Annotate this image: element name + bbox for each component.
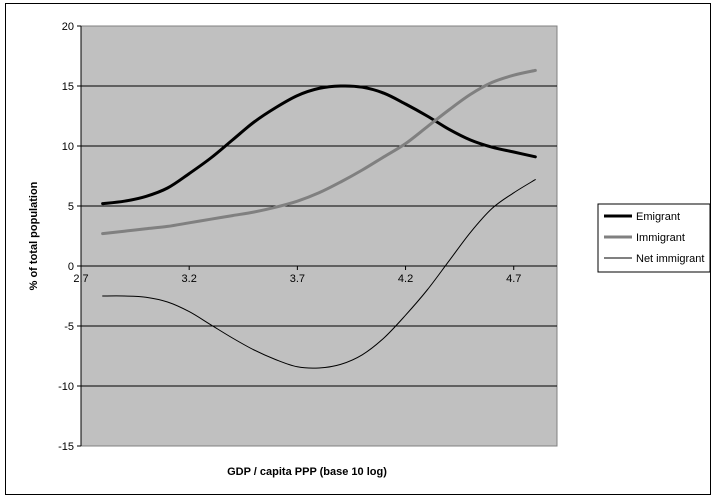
y-tick-label: -15 <box>58 441 74 453</box>
legend-label-net-immigrant: Net immigrant <box>636 253 704 265</box>
y-tick-label: -5 <box>64 321 74 333</box>
x-tick-label: 3.2 <box>182 273 197 285</box>
plot-area <box>80 25 558 447</box>
legend-label-emigrant: Emigrant <box>636 211 680 223</box>
series-line-immigrant <box>101 68 537 236</box>
x-axis-title: GDP / capita PPP (base 10 log) <box>227 466 387 478</box>
x-tick-label: 3.7 <box>290 273 305 285</box>
x-tick-label: 4.2 <box>398 273 413 285</box>
x-tick-label: 4.7 <box>506 273 521 285</box>
chart-frame: -15 -10 -5 0 5 10 15 20 2.7 3.2 3.7 4.2 4.7 GDP / ca… <box>5 3 711 495</box>
y-tick-label: 0 <box>68 261 74 273</box>
x-tick-label: 2.7 <box>73 273 88 285</box>
line-chart: -15 -10 -5 0 5 10 15 20 2.7 3.2 3.7 4.2 4.7 GDP / ca… <box>28 21 710 478</box>
series-lines <box>101 68 537 369</box>
y-axis-title: % of total population <box>28 181 40 290</box>
y-tick-label: 15 <box>62 81 74 93</box>
y-tick-label: 10 <box>62 141 74 153</box>
y-tick-label: 20 <box>62 21 74 33</box>
series-line-net-immigrant <box>102 179 536 369</box>
axes <box>77 25 557 447</box>
tick-labels: -15 -10 -5 0 5 10 15 20 2.7 3.2 3.7 4.2 4.7 <box>58 21 521 453</box>
y-tick-label: 5 <box>68 201 74 213</box>
y-tick-label: -10 <box>58 381 74 393</box>
series-line-emigrant <box>101 84 537 206</box>
legend: Emigrant Immigrant Net immigrant <box>597 203 710 273</box>
legend-label-immigrant: Immigrant <box>636 232 685 244</box>
